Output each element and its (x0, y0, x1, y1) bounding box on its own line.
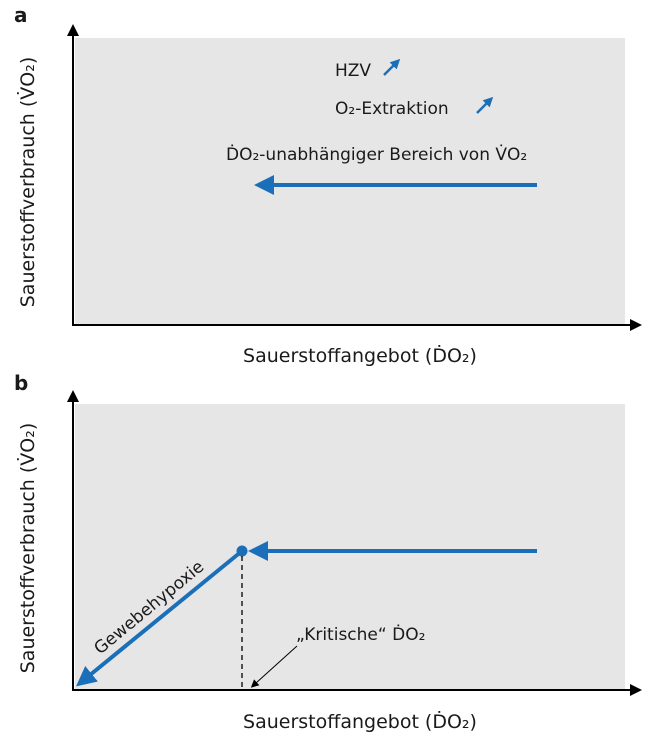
annotation: ḊO₂-unabhängiger Bereich von V̇O₂ (226, 144, 527, 165)
pointer-arrow (250, 645, 298, 688)
plot-area (75, 404, 625, 690)
plot-area (75, 38, 625, 325)
annotation: HZV (335, 61, 371, 81)
panel-b: b Sauerstoffverbrauch (V̇O₂) Sauerstoffa… (14, 371, 642, 733)
panel-label: b (14, 371, 28, 395)
x-axis-label: Sauerstoffangebot (ḊO₂) (243, 344, 477, 367)
annotation: „Kritische“ ḊO₂ (296, 624, 425, 645)
y-axis-label: Sauerstoffverbrauch (V̇O₂) (17, 57, 39, 308)
critical-point (236, 545, 248, 557)
annotation: O₂-Extraktion (335, 99, 449, 119)
hypoxia-arrow (76, 549, 244, 687)
increase-icon (383, 58, 401, 76)
panel-a: a Sauerstoffverbrauch (V̇O₂) Sauerstoffa… (14, 3, 642, 367)
panel-label: a (14, 3, 28, 27)
increase-icon (476, 96, 494, 114)
y-axis-label: Sauerstoffverbrauch (V̇O₂) (17, 423, 39, 674)
x-axis-label: Sauerstoffangebot (ḊO₂) (243, 710, 477, 733)
